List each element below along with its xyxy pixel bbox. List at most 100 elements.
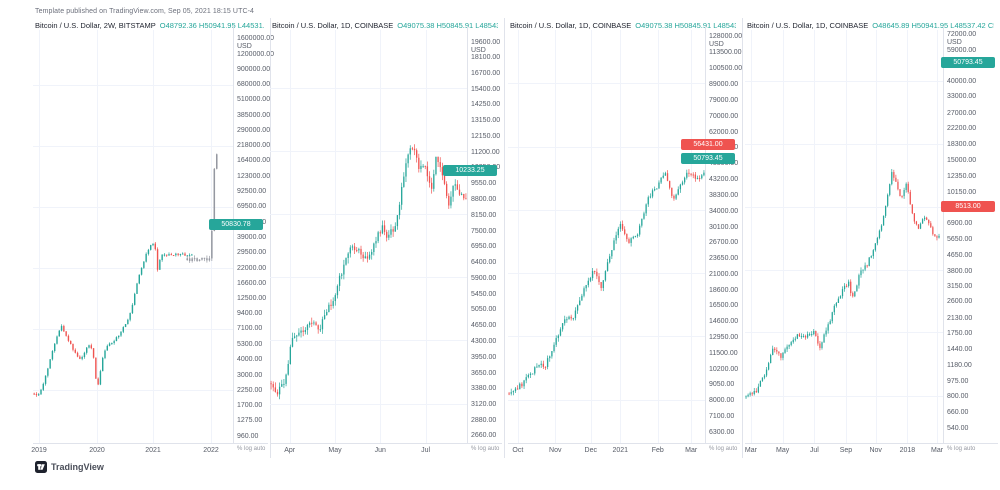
time-tick-label: Dec [584, 447, 597, 454]
time-tick-label: 2020 [89, 447, 105, 454]
symbol-title[interactable]: Bitcoin / U.S. Dollar, 2W, BITSTAMP [35, 21, 156, 30]
time-tick-label: Nov [549, 447, 562, 454]
time-tick-label: Sep [839, 447, 853, 454]
price-tick-label: 14250.00 [471, 101, 501, 109]
price-tick-label: 5450.00 [471, 290, 497, 298]
axis-settings-label[interactable]: % log auto [947, 446, 976, 452]
price-tick-label: 15000.00 [947, 157, 977, 165]
price-tick-label: 100500.00 [709, 65, 743, 73]
time-axis[interactable] [508, 443, 705, 457]
price-tick-label: 6950.00 [471, 242, 497, 250]
tradingview-logo-text: TradingView [51, 462, 104, 472]
price-tick-label: 21000.00 [709, 270, 739, 278]
price-badge-up: 50830.78 [209, 218, 263, 230]
price-tick-label: 10200.00 [709, 365, 739, 373]
price-tick-label: 16700.00 [471, 70, 501, 78]
price-tick-label: 6900.00 [947, 219, 973, 227]
price-tick-label: 34000.00 [709, 207, 739, 215]
price-tick-label: 12950.00 [709, 334, 739, 342]
time-tick-label: 2021 [612, 447, 629, 454]
price-tick-label: 113500.00 [709, 49, 742, 57]
price-tick-label: 3120.00 [471, 400, 497, 408]
price-tick-label: 540.00 [947, 425, 969, 433]
price-tick-label: 1750.00 [947, 330, 973, 338]
price-tick-label: 975.00 [947, 377, 969, 385]
price-tick-label: 3150.00 [947, 282, 973, 290]
time-tick-label: Nov [869, 447, 882, 454]
price-tick-label: 40000.00 [947, 77, 977, 85]
chart-canvas[interactable] [270, 30, 467, 443]
chart-canvas[interactable] [508, 30, 705, 443]
price-tick-label: 290000.00 [237, 126, 271, 134]
chart-canvas[interactable] [33, 30, 233, 443]
price-tick-label: 69500.00 [237, 203, 267, 211]
price-tick-label: 2880.00 [471, 416, 497, 424]
symbol-title[interactable]: Bitcoin / U.S. Dollar, 1D, COINBASE [747, 21, 869, 30]
tradingview-logo[interactable]: TradingView [35, 461, 104, 473]
time-tick-label: Mar [685, 447, 698, 454]
price-tick-label: 16600.00 [237, 279, 267, 287]
price-tick-label: 19600.00 [471, 38, 501, 46]
price-tick-label: 11500.00 [709, 349, 738, 357]
price-tick-label: 22000.00 [237, 264, 267, 272]
price-tick-label: 10150.00 [947, 188, 977, 196]
price-tick-label: 15400.00 [471, 86, 501, 94]
ohlc-values: O48792.36 H50941.95 L44531.42 C50830.78 … [159, 21, 264, 30]
price-tick-label: 8000.00 [709, 397, 735, 405]
price-tick-label: 7500.00 [471, 227, 497, 235]
price-tick-label: 5900.00 [471, 275, 497, 283]
symbol-title[interactable]: Bitcoin / U.S. Dollar, 1D, COINBASE [510, 21, 632, 30]
price-tick-label: 385000.00 [237, 111, 271, 119]
price-tick-label: 9050.00 [709, 381, 735, 389]
chart-legend: Bitcoin / U.S. Dollar, 2W, BITSTAMP O4879… [35, 21, 264, 30]
price-tick-label: 218000.00 [237, 141, 271, 149]
price-tick-label: 9550.00 [471, 180, 497, 188]
price-tick-label: 680000.00 [237, 81, 271, 89]
price-tick-label: 1200000.00 [237, 50, 274, 58]
price-tick-label: 7100.00 [237, 325, 263, 333]
price-tick-label: 1440.00 [947, 346, 973, 354]
price-tick-label: 18600.00 [709, 286, 739, 294]
price-tick-label: 960.00 [237, 432, 259, 440]
price-tick-label: 26700.00 [709, 239, 739, 247]
axis-settings-label[interactable]: % log auto [709, 446, 738, 452]
symbol-title[interactable]: Bitcoin / U.S. Dollar, 1D, COINBASE [272, 21, 394, 30]
chart-canvas[interactable] [745, 30, 943, 443]
price-tick-label: 510000.00 [237, 96, 271, 104]
price-tick-label: 16500.00 [709, 302, 739, 310]
price-tick-label: 18300.00 [947, 141, 977, 149]
price-tick-label: 6400.00 [471, 259, 497, 267]
price-tick-label: 6300.00 [709, 428, 735, 436]
tradingview-logo-icon [35, 461, 47, 473]
price-tick-label: 3380.00 [471, 385, 497, 392]
price-tick-label: 30100.00 [709, 223, 739, 231]
currency-label: USD [709, 41, 724, 49]
price-tick-label: 14600.00 [709, 318, 739, 326]
time-tick-label: 2019 [31, 447, 47, 454]
time-tick-label: May [328, 447, 342, 454]
price-tick-label: 1275.00 [237, 417, 263, 425]
time-tick-label: 2021 [145, 447, 161, 454]
price-tick-label: 38300.00 [709, 191, 739, 199]
price-tick-label: 5050.00 [471, 305, 497, 313]
time-axis[interactable] [270, 443, 467, 457]
price-tick-label: 7100.00 [709, 413, 735, 421]
price-tick-label: 70000.00 [709, 112, 739, 120]
price-tick-label: 79000.00 [709, 96, 739, 104]
price-badge-up: 50793.45 [941, 57, 995, 69]
price-badge-up: 10233.25 [443, 165, 497, 177]
panel-divider [270, 18, 271, 458]
chart-legend: Bitcoin / U.S. Dollar, 1D, COINBASE O4907… [510, 21, 736, 30]
price-badge-down: 56431.00 [681, 139, 735, 151]
axis-settings-label[interactable]: % log auto [237, 446, 266, 452]
price-tick-label: 164000.00 [237, 157, 271, 165]
price-tick-label: 4300.00 [471, 337, 497, 345]
axis-settings-label[interactable]: % log auto [471, 446, 500, 452]
price-tick-label: 89000.00 [709, 81, 739, 89]
price-tick-label: 2600.00 [947, 298, 973, 306]
time-tick-label: Mar [744, 447, 757, 454]
time-tick-label: Jul [809, 447, 819, 454]
price-tick-label: 18100.00 [471, 54, 501, 62]
price-axis-separator [943, 26, 944, 443]
